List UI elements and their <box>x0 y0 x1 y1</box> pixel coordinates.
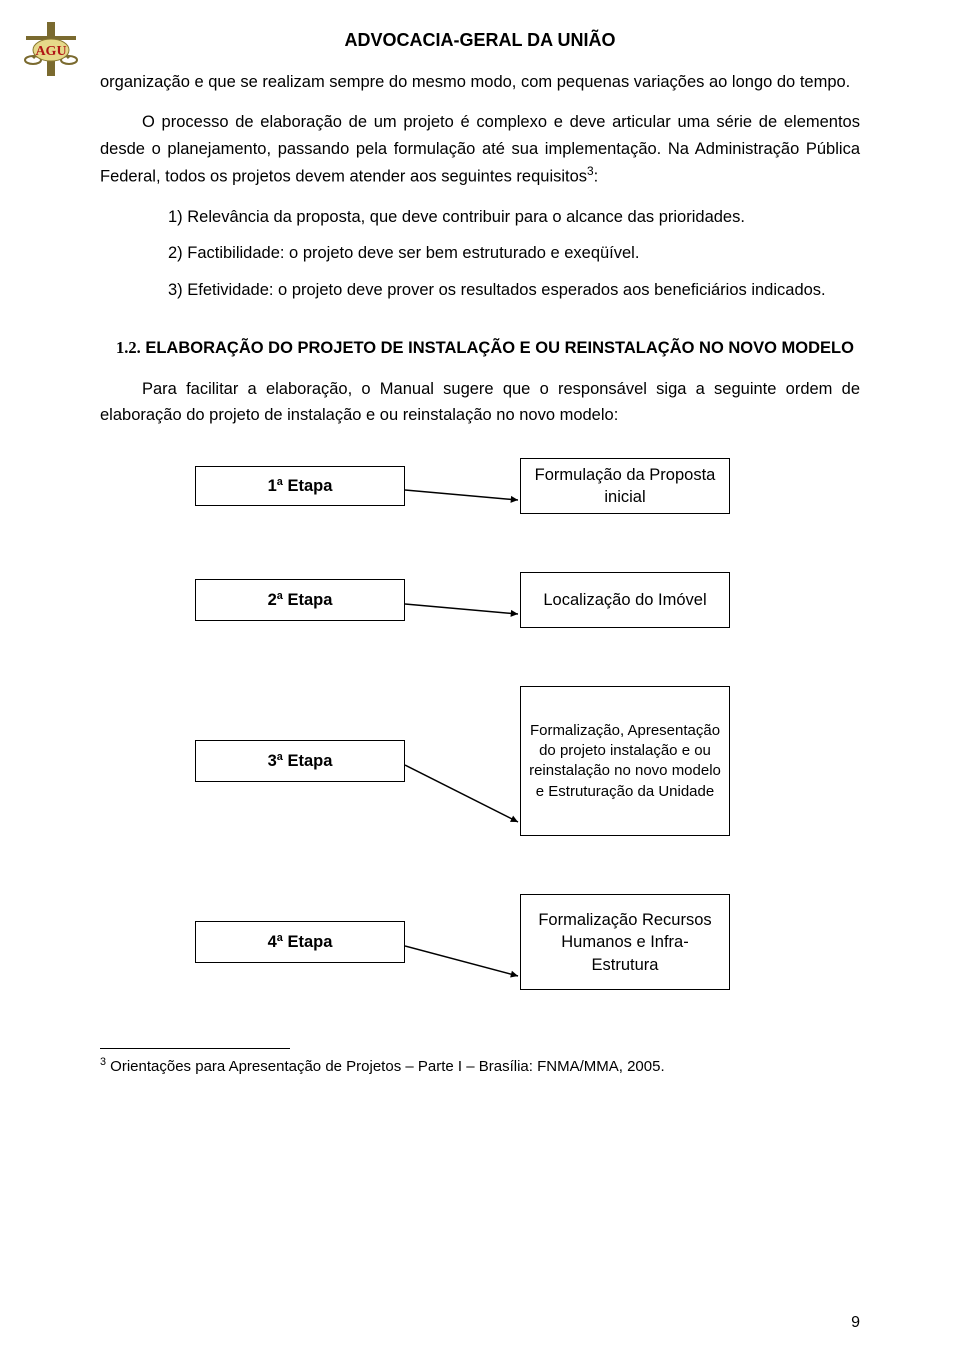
paragraph-2b: : <box>594 168 599 186</box>
footnote-ref-3: 3 <box>587 164 594 178</box>
footnote-3: 3 Orientações para Apresentação de Proje… <box>100 1055 860 1077</box>
etapa-4-desc: Formalização Recursos Humanos e Infra-Es… <box>520 894 730 990</box>
etapa-3-desc: Formalização, Apresentação do projeto in… <box>520 686 730 836</box>
agu-logo: AGU <box>20 18 82 85</box>
requisito-3: 3) Efetividade: o projeto deve prover os… <box>168 277 860 303</box>
arrow-2 <box>405 594 534 624</box>
arrow-1 <box>405 480 534 510</box>
etapa-1-label: 1ª Etapa <box>195 466 405 506</box>
section-title: ELABORAÇÃO DO PROJETO DE INSTALAÇÃO E OU… <box>145 339 854 357</box>
arrow-3 <box>405 755 534 832</box>
flow-row-3: 3ª Etapa Formalização, Apresentação do pr… <box>100 686 860 836</box>
requisito-2: 2) Factibilidade: o projeto deve ser bem… <box>168 240 860 266</box>
paragraph-2a: O processo de elaboração de um projeto é… <box>100 113 860 185</box>
etapa-1-desc: Formulação da Proposta inicial <box>520 458 730 514</box>
paragraph-1: organização e que se realizam sempre do … <box>100 69 860 95</box>
footnote-separator <box>100 1048 290 1049</box>
flow-row-1: 1ª Etapa Formulação da Proposta inicial <box>100 458 860 514</box>
section-1-2-heading: 1.2. ELABORAÇÃO DO PROJETO DE INSTALAÇÃO… <box>100 335 860 361</box>
page-header-title: ADVOCACIA-GERAL DA UNIÃO <box>100 30 860 51</box>
etapa-3-label: 3ª Etapa <box>195 740 405 782</box>
footnote-3-text: Orientações para Apresentação de Projeto… <box>106 1058 665 1075</box>
requisito-1: 1) Relevância da proposta, que deve cont… <box>168 204 860 230</box>
etapa-4-label: 4ª Etapa <box>195 921 405 963</box>
etapa-2-label: 2ª Etapa <box>195 579 405 621</box>
flow-row-2: 2ª Etapa Localização do Imóvel <box>100 572 860 628</box>
etapa-2-desc: Localização do Imóvel <box>520 572 730 628</box>
arrow-4 <box>405 936 534 986</box>
flowchart: 1ª Etapa Formulação da Proposta inicial 2ª… <box>100 458 860 990</box>
section-intro: Para facilitar a elaboração, o Manual su… <box>100 376 860 429</box>
flow-row-4: 4ª Etapa Formalização Recursos Humanos e … <box>100 894 860 990</box>
svg-text:AGU: AGU <box>35 44 66 59</box>
section-number: 1.2. <box>116 338 141 357</box>
page-number: 9 <box>851 1314 860 1332</box>
paragraph-2: O processo de elaboração de um projeto é… <box>100 109 860 190</box>
